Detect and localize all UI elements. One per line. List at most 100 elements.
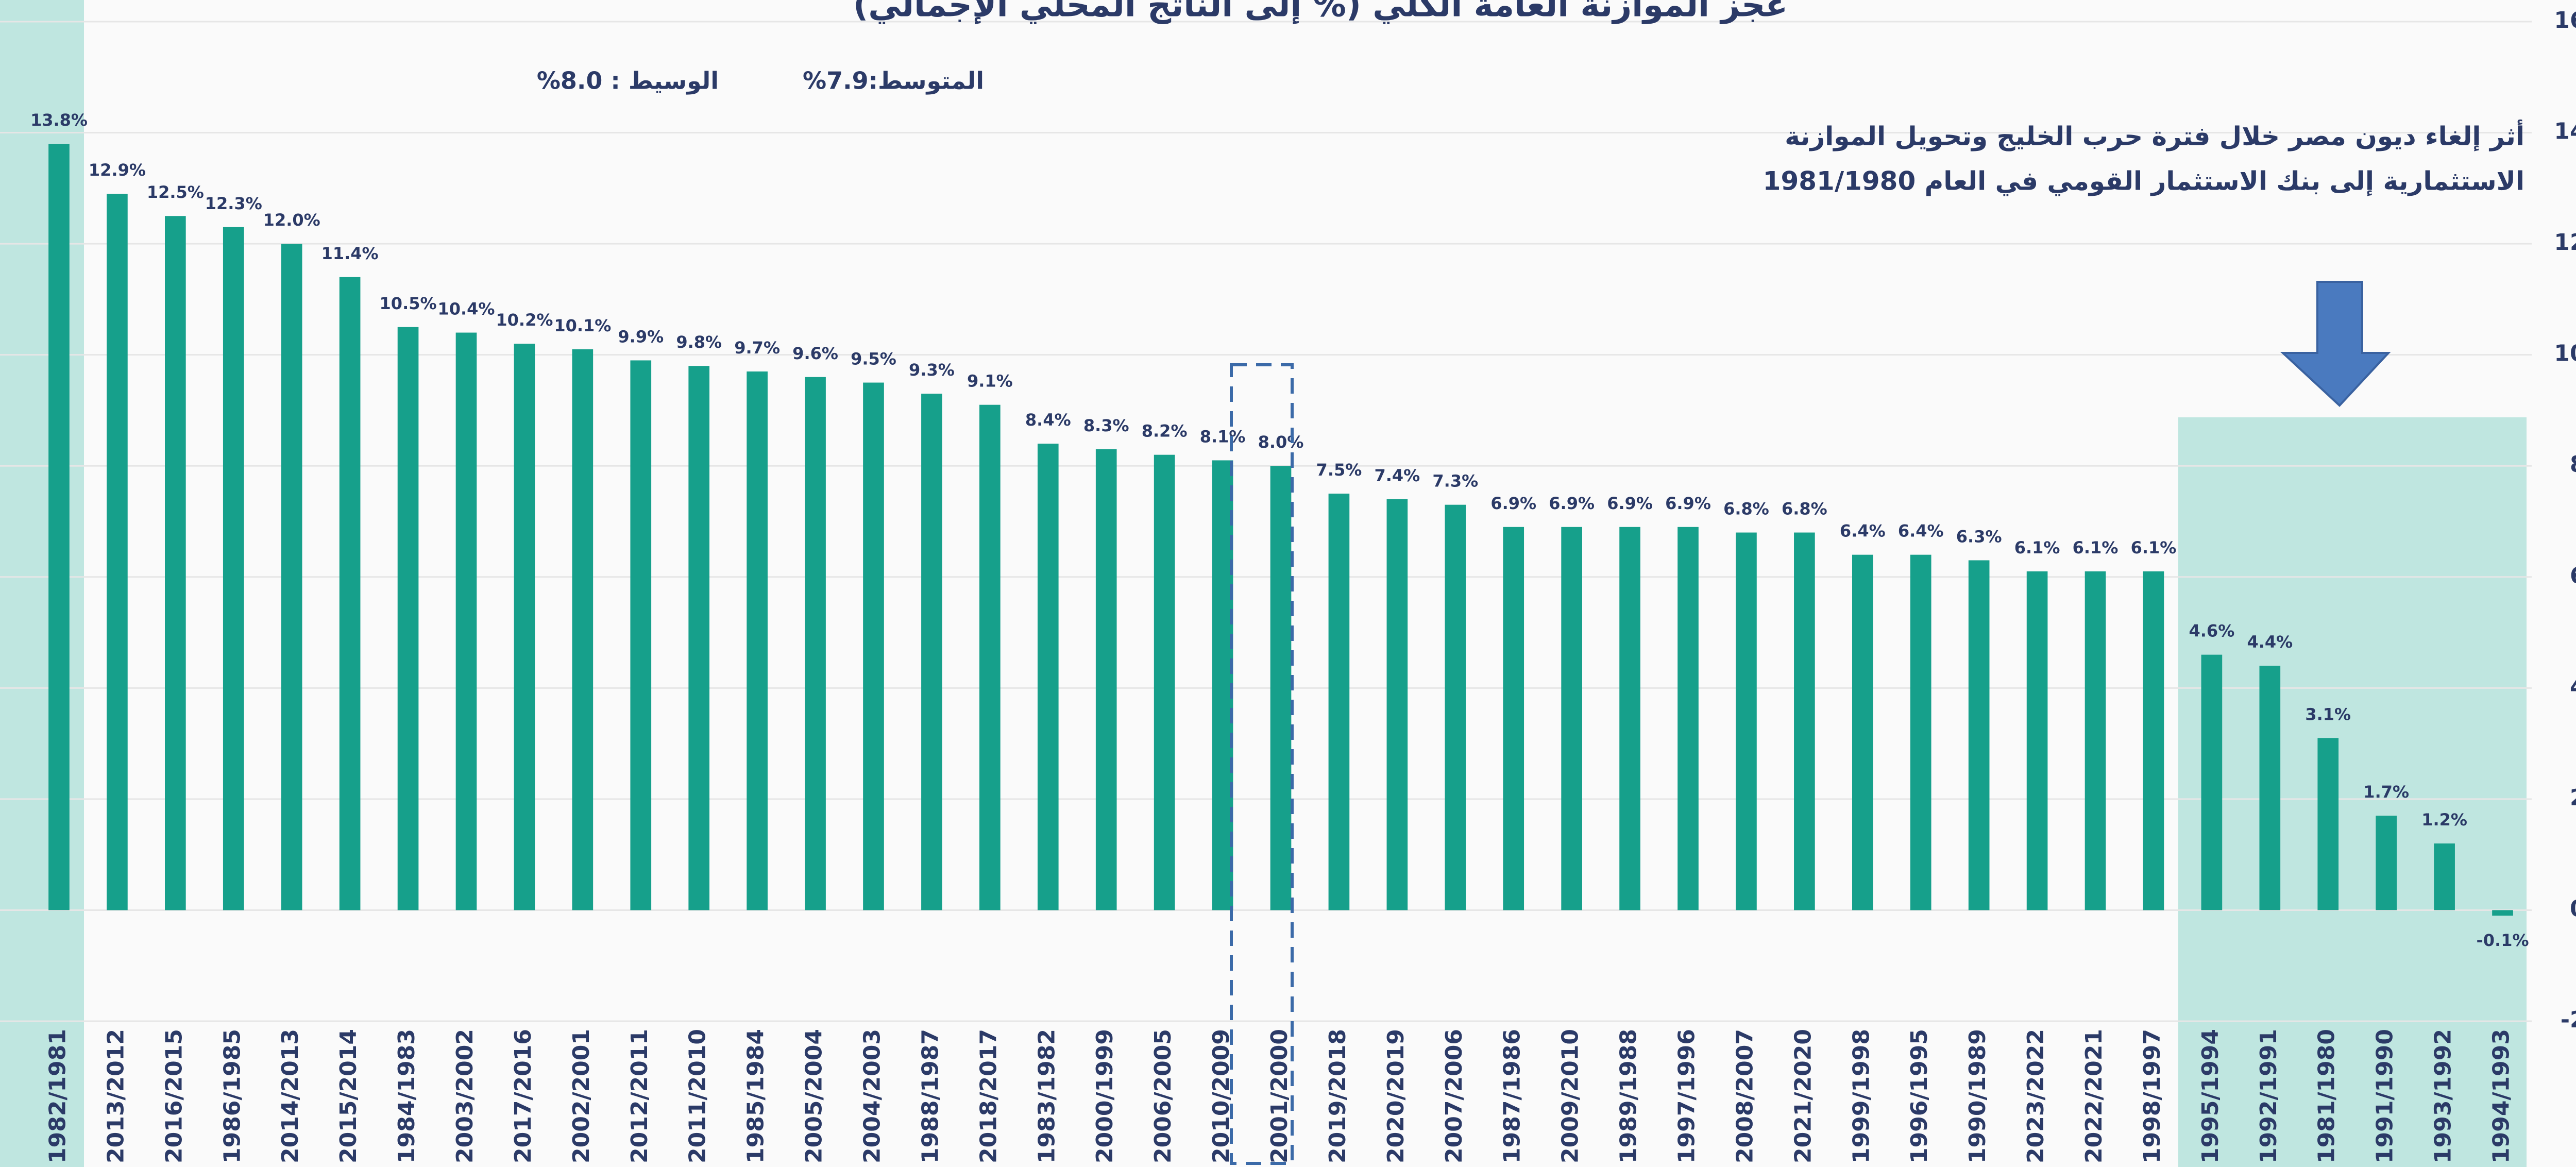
- y-tick-label: 4.0%: [2570, 673, 2576, 700]
- value-label: 1.2%: [2421, 810, 2467, 830]
- bar: [2434, 843, 2455, 910]
- value-label: 6.8%: [1782, 499, 1827, 519]
- value-label: 6.9%: [1490, 494, 1536, 513]
- value-label: 6.4%: [1898, 521, 1944, 541]
- chart: 13.8%1982/198112.9%2013/201212.5%2016/20…: [0, 0, 2576, 1167]
- x-tick-label: 2007/2006: [1441, 1029, 1467, 1163]
- y-tick-label: 16.0%: [2554, 7, 2576, 33]
- bar: [456, 333, 477, 910]
- x-tick-label: 1984/1983: [394, 1029, 420, 1163]
- bar: [1619, 527, 1640, 910]
- annotation: أثر إلغاء ديون مصر خلال فترة حرب الخليج …: [1785, 120, 2524, 152]
- y-tick-label: -2.0%: [2561, 1007, 2576, 1033]
- value-label: 9.5%: [851, 349, 896, 369]
- value-label: 12.5%: [147, 182, 204, 202]
- x-tick-label: 2002/2001: [568, 1029, 595, 1163]
- x-tick-label: 2009/2010: [1557, 1029, 1584, 1163]
- bar: [2027, 571, 2048, 910]
- bar: [1154, 455, 1175, 910]
- bar: [1969, 560, 1990, 910]
- bar: [48, 144, 70, 910]
- bar: [805, 377, 826, 910]
- bar: [688, 366, 709, 910]
- value-label: 9.8%: [676, 332, 722, 352]
- x-tick-label: 2000/1999: [1092, 1029, 1118, 1163]
- bar: [1038, 444, 1059, 910]
- bar: [2376, 816, 2397, 910]
- value-label: 6.9%: [1607, 494, 1653, 513]
- y-tick-label: 8.0%: [2570, 451, 2576, 478]
- x-tick-label: 1988/1987: [917, 1029, 943, 1163]
- bar: [572, 349, 594, 910]
- y-tick-label: 12.0%: [2554, 229, 2576, 256]
- value-label: 6.8%: [1723, 499, 1769, 519]
- value-label: 10.1%: [554, 316, 611, 335]
- x-tick-label: 2016/2015: [161, 1029, 187, 1163]
- x-tick-label: 1987/1986: [1499, 1029, 1526, 1163]
- x-tick-label: 1982/1981: [44, 1029, 71, 1163]
- x-tick-label: 1996/1995: [1906, 1029, 1933, 1163]
- x-tick-label: 2005/2004: [801, 1029, 827, 1163]
- value-label: 12.0%: [263, 210, 320, 230]
- value-label: 10.2%: [496, 310, 553, 330]
- x-tick-label: 2011/2010: [685, 1029, 711, 1163]
- x-tick-label: 2021/2020: [1790, 1029, 1816, 1163]
- bar: [2259, 666, 2280, 910]
- bar: [165, 216, 186, 910]
- x-tick-label: 2014/2013: [277, 1029, 303, 1163]
- bar: [514, 344, 535, 910]
- x-tick-label: 1991/1990: [2372, 1029, 2398, 1163]
- value-label: 9.6%: [792, 344, 838, 363]
- x-tick-label: 1995/1994: [2197, 1029, 2224, 1163]
- value-label: 10.4%: [437, 299, 495, 319]
- value-label: -0.1%: [2477, 931, 2529, 950]
- x-tick-label: 2022/2021: [2081, 1029, 2107, 1163]
- bar: [2201, 655, 2223, 910]
- bar: [340, 277, 361, 910]
- median-label: الوسيط : 8.0%: [537, 67, 719, 95]
- x-tick-label: 2019/2018: [1325, 1029, 1351, 1163]
- x-tick-label: 2023/2022: [2023, 1029, 2049, 1163]
- x-tick-label: 2004/2003: [859, 1029, 885, 1163]
- bar: [1445, 505, 1466, 910]
- bar: [1270, 466, 1292, 910]
- value-label: 6.1%: [2131, 538, 2177, 557]
- value-label: 7.4%: [1374, 466, 1420, 485]
- bar: [1736, 533, 1757, 910]
- chart-title: عجز الموازنة العامة الكلي (% إلى الناتج …: [853, 0, 1788, 25]
- bar: [921, 394, 942, 910]
- value-label: 9.1%: [967, 371, 1013, 391]
- value-label: 1.7%: [2363, 782, 2409, 802]
- y-tick-label: 10.0%: [2554, 341, 2576, 367]
- bar: [2085, 571, 2106, 910]
- value-label: 7.3%: [1432, 471, 1478, 491]
- value-label: 8.4%: [1025, 410, 1071, 430]
- mean-label: المتوسط:7.9%: [803, 67, 984, 95]
- x-tick-label: 1990/1989: [1964, 1029, 1991, 1163]
- value-label: 12.3%: [205, 194, 262, 213]
- value-label: 8.1%: [1200, 427, 1246, 446]
- bar: [1910, 555, 1931, 910]
- bar: [1794, 533, 1815, 910]
- highlight-first: [0, 0, 84, 1167]
- bar: [1561, 527, 1582, 910]
- value-label: 6.9%: [1665, 494, 1711, 513]
- bar: [863, 383, 884, 910]
- bar: [2143, 571, 2164, 910]
- annotation: الاستثمارية إلى بنك الاستثمار القومي في …: [1763, 166, 2524, 197]
- x-tick-label: 2017/2016: [510, 1029, 536, 1163]
- x-tick-label: 2012/2011: [626, 1029, 653, 1163]
- bar: [1387, 499, 1408, 910]
- x-tick-label: 1983/1982: [1033, 1029, 1060, 1163]
- bar: [1329, 494, 1350, 910]
- bar: [979, 405, 1001, 910]
- value-label: 4.4%: [2247, 632, 2293, 652]
- value-label: 9.7%: [734, 338, 780, 358]
- bar: [223, 227, 244, 910]
- value-label: 12.9%: [89, 160, 146, 180]
- bar: [1852, 555, 1873, 910]
- bar: [2317, 738, 2338, 910]
- y-tick-label: 0.0%: [2570, 895, 2576, 922]
- x-tick-label: 1992/1991: [2256, 1029, 2282, 1163]
- value-label: 8.0%: [1258, 432, 1304, 452]
